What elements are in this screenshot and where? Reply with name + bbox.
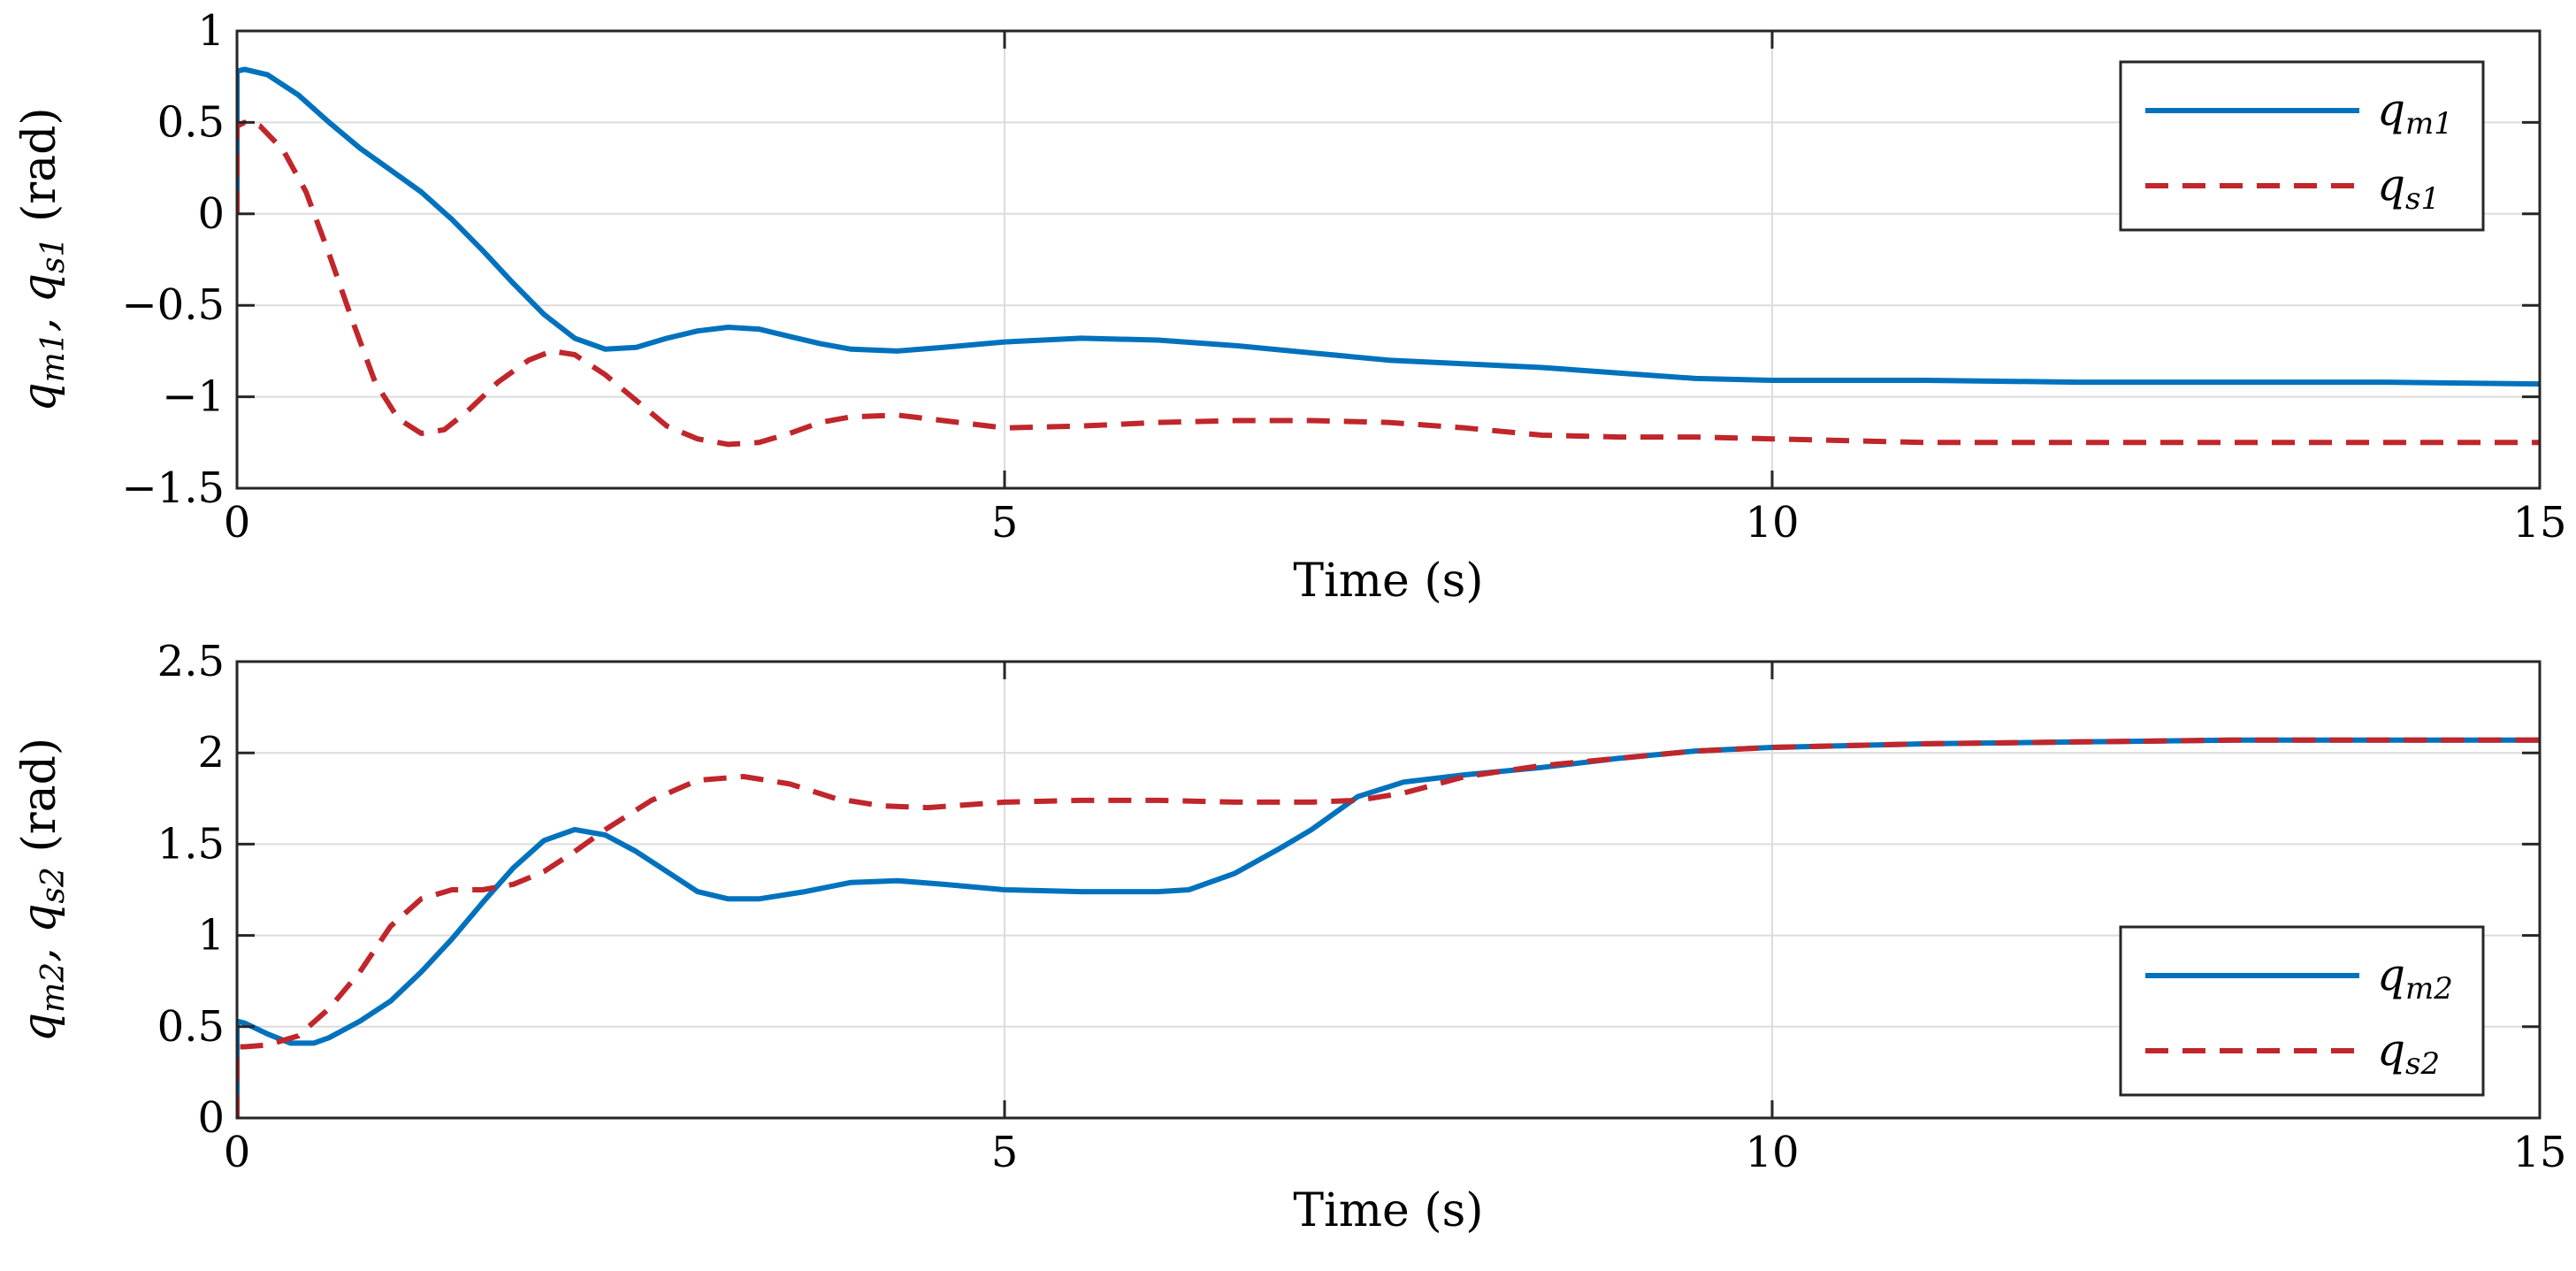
legend-label-sub: m2 xyxy=(2405,971,2453,1007)
series-line-q-m1 xyxy=(237,66,2540,387)
y-tick-label: 0.5 xyxy=(157,97,225,147)
y-tick-label: 0 xyxy=(197,189,225,239)
x-tick-label: 10 xyxy=(1745,1128,1799,1177)
legend-label-q-m2: qm2 xyxy=(2377,949,2453,1007)
y-axis-label-part: m2 xyxy=(35,962,72,1013)
y-axis-label-part: , q xyxy=(13,273,66,332)
y-axis-label-part: (rad) xyxy=(13,107,66,236)
x-tick-label: 10 xyxy=(1745,498,1799,547)
series-line-q-s2 xyxy=(237,737,2540,1118)
legend-label-main: q xyxy=(2377,1024,2405,1076)
legend-label-q-m1: qm1 xyxy=(2377,84,2453,142)
axes-box xyxy=(235,660,2542,1120)
legend-label-main: q xyxy=(2377,949,2405,1000)
y-axis-label-part: q xyxy=(13,1013,66,1042)
y-tick-label: 0 xyxy=(197,1093,225,1143)
series-line-q-s1 xyxy=(237,119,2540,448)
y-axis-label: qm2, qs2 (rad) xyxy=(13,738,72,1042)
y-tick-label: 2.5 xyxy=(157,637,225,686)
y-tick-label: 1 xyxy=(197,6,225,56)
y-tick-label: 0.5 xyxy=(157,1002,225,1052)
y-axis-label-part: s1 xyxy=(35,237,72,273)
y-tick-label: −0.5 xyxy=(121,280,225,330)
y-axis-label-part: (rad) xyxy=(13,738,66,867)
x-tick-label: 0 xyxy=(224,1128,251,1177)
legend-label-main: q xyxy=(2377,84,2405,135)
y-tick-label: 1 xyxy=(197,911,225,961)
x-tick-label: 5 xyxy=(991,498,1019,547)
y-tick-label: −1.5 xyxy=(121,463,225,513)
legend-label-sub: m1 xyxy=(2405,106,2453,142)
y-axis-label: qm1, qs1 (rad) xyxy=(13,107,72,411)
x-tick-label: 0 xyxy=(224,498,251,547)
y-axis-label-part: , q xyxy=(13,903,66,961)
legend-label-q-s1: qs1 xyxy=(2377,159,2440,217)
y-tick-label: −1 xyxy=(162,372,225,422)
x-axis-label: Time (s) xyxy=(1293,555,1483,608)
legend-label-q-s2: qs2 xyxy=(2377,1024,2440,1082)
x-axis-label: Time (s) xyxy=(1293,1184,1483,1237)
x-tick-label: 15 xyxy=(2512,1128,2566,1177)
legend-label-main: q xyxy=(2377,159,2405,211)
legend-label-sub: s1 xyxy=(2405,181,2440,217)
y-axis-label-part: q xyxy=(13,382,66,411)
y-axis-label-part: s2 xyxy=(35,867,72,903)
y-tick-label: 2 xyxy=(197,728,225,777)
y-axis-label-part: m1 xyxy=(35,332,72,382)
legend-box xyxy=(2119,925,2485,1097)
x-tick-label: 15 xyxy=(2512,498,2566,547)
legend-box xyxy=(2119,60,2485,232)
axes-box xyxy=(235,29,2542,490)
x-tick-label: 5 xyxy=(991,1128,1019,1177)
legend-label-sub: s2 xyxy=(2405,1046,2440,1082)
y-tick-label: 1.5 xyxy=(157,819,225,869)
